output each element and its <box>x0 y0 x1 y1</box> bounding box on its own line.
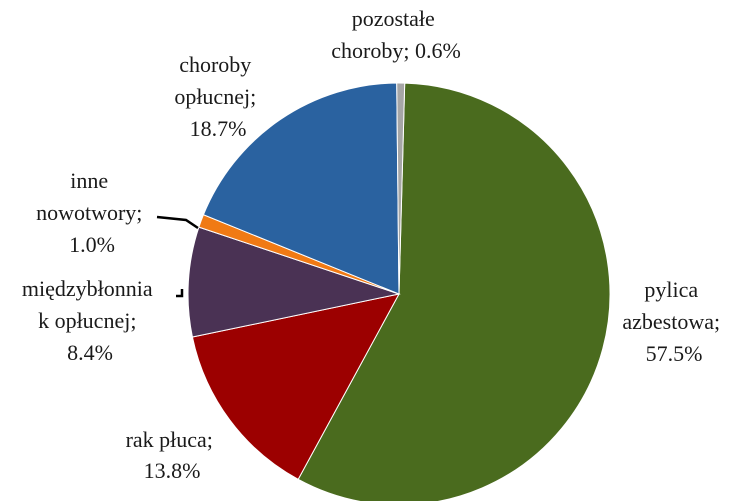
slice-label-inne-nowotwory: inne nowotwory; 1.0% <box>36 168 148 257</box>
slice-label-line: azbestowa; <box>622 309 720 334</box>
slice-label-pozostale-choroby: pozostałe choroby; 0.6% <box>331 6 461 63</box>
slice-label-line: 57.5% <box>646 341 703 366</box>
slice-label-line: 1.0% <box>69 232 115 257</box>
pie-slice-0 <box>297 82 611 501</box>
slice-label-line: pylica <box>644 277 698 302</box>
slice-label-line: inne <box>70 168 108 193</box>
pie-slice-5 <box>396 82 406 295</box>
slice-label-rak-pluca: rak płuca; 13.8% <box>126 427 219 483</box>
leader-lines <box>156 215 199 298</box>
slice-label-line: choroby; 0.6% <box>331 38 461 63</box>
slice-label-line: opłucnej; <box>174 84 256 109</box>
slice-label-line: 18.7% <box>190 116 247 141</box>
leader-line-miedzyblonniak <box>176 289 184 298</box>
leader-line-inne-nowotwory <box>156 215 199 230</box>
slice-label-line: rak płuca; <box>126 427 213 452</box>
pie-slice-1 <box>191 293 400 481</box>
pie-slice-2 <box>187 226 401 338</box>
slice-label-line: pozostałe <box>352 6 435 31</box>
slice-label-line: 13.8% <box>144 458 201 483</box>
slice-label-line: 8.4% <box>67 340 113 365</box>
slice-label-pylica-azbestowa: pylica azbestowa; 57.5% <box>622 277 725 366</box>
slice-label-line: nowotwory; <box>36 200 142 225</box>
slice-label-line: choroby <box>179 52 251 77</box>
slice-label-choroby-oplucnej: choroby opłucnej; 18.7% <box>174 52 261 141</box>
slice-label-line: międzybłonnia <box>22 276 153 301</box>
pie-slices <box>187 82 611 501</box>
pie-slice-4 <box>202 82 400 295</box>
slice-label-miedzyblonniak: międzybłonnia k opłucnej; 8.4% <box>22 276 158 365</box>
slice-labels: pylica azbestowa; 57.5% rak płuca; 13.8%… <box>22 6 725 483</box>
slice-label-line: k opłucnej; <box>38 308 136 333</box>
